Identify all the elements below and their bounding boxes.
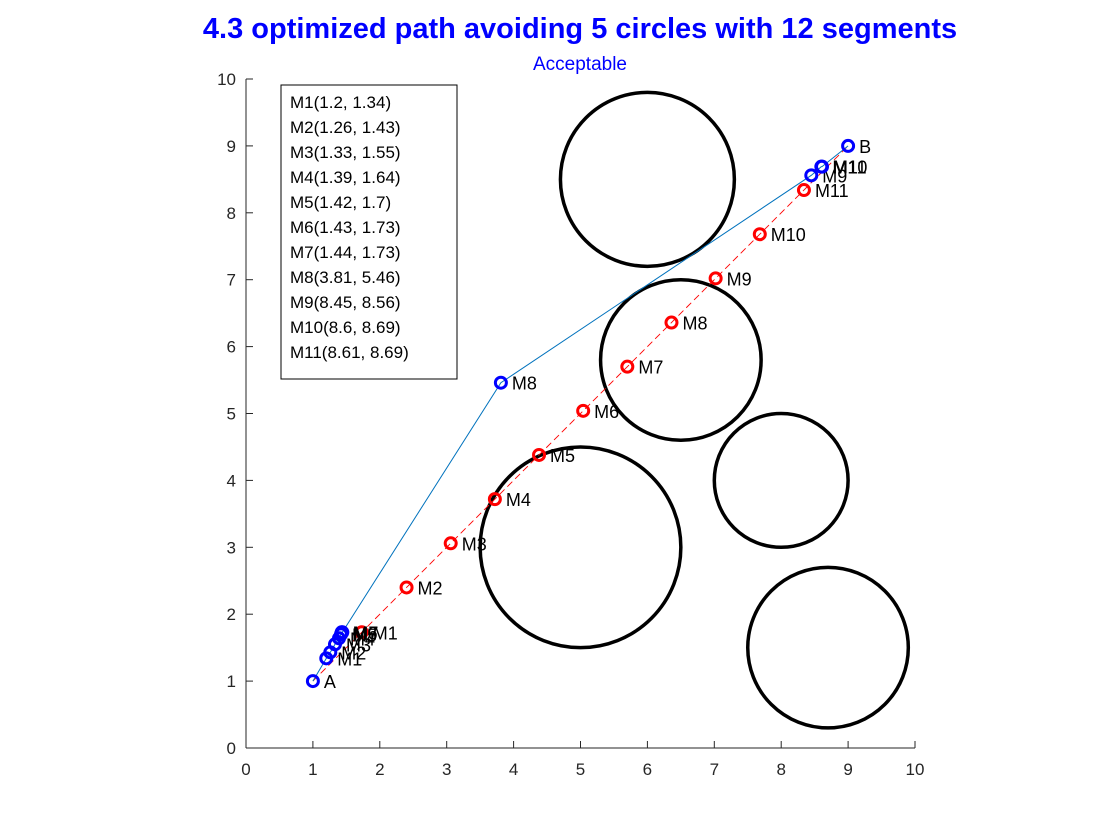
optimized-point-label: M9 [822,166,847,186]
initial-path-point [796,183,811,198]
initial-point-label: M6 [594,402,619,422]
y-tick-label: 0 [227,739,236,758]
optimized-path-point [305,674,320,689]
x-tick-label: 10 [906,760,925,779]
legend-entry: M4(1.39, 1.64) [290,168,401,187]
x-tick-label: 3 [442,760,451,779]
x-tick-label: 0 [241,760,250,779]
y-tick-label: 1 [227,672,236,691]
x-tick-label: 4 [509,760,518,779]
legend-entry: M9(8.45, 8.56) [290,293,401,312]
optimized-point-label: M1 [337,649,362,669]
legend-entry: M6(1.43, 1.73) [290,218,401,237]
optimized-point-label: M4 [350,629,375,649]
initial-point-label: M3 [462,534,487,554]
initial-path-point [443,536,458,551]
optimized-point-label: A [324,672,336,692]
optimized-path-point [804,168,819,183]
obstacle-circle [712,411,850,550]
optimized-path-point [493,375,508,390]
legend-entry: M1(1.2, 1.34) [290,93,391,112]
optimized-point-label: B [859,137,871,157]
y-tick-label: 2 [227,605,236,624]
initial-path-line [312,145,849,682]
y-tick-label: 7 [227,271,236,290]
x-tick-label: 2 [375,760,384,779]
initial-path-point [399,580,414,595]
initial-path-point [708,271,723,286]
initial-path-point [532,447,547,462]
optimized-point-label: M5 [352,625,377,645]
optimized-point-label: M6 [353,623,378,643]
chart-title: 4.3 optimized path avoiding 5 circles wi… [203,13,957,45]
legend-entry: M3(1.33, 1.55) [290,143,401,162]
obstacle-circle [558,90,737,269]
x-tick-label: 9 [843,760,852,779]
initial-point-label: M9 [727,269,752,289]
x-tick-label: 5 [576,760,585,779]
y-tick-label: 8 [227,204,236,223]
legend-entry: M2(1.26, 1.43) [290,118,401,137]
initial-point-label: M7 [638,358,663,378]
optimized-path-point [815,159,830,174]
optimized-point-label: M11 [833,158,867,178]
initial-path-point [752,227,767,242]
optimized-point-label: M2 [341,643,366,663]
legend-entry: M5(1.42, 1.7) [290,193,391,212]
initial-point-label: M4 [506,490,531,510]
legend-entry: M8(3.81, 5.46) [290,268,401,287]
y-tick-label: 6 [227,338,236,357]
y-tick-label: 9 [227,137,236,156]
obstacle-circle [598,277,763,443]
y-tick-label: 10 [217,70,236,89]
legend-box [280,84,458,380]
optimized-point-label: M8 [512,374,537,394]
y-tick-label: 4 [227,471,236,490]
optimized-point-label: M7 [353,623,378,643]
initial-path-point [576,403,591,418]
initial-point-label: M5 [550,446,575,466]
x-tick-label: 7 [710,760,719,779]
y-tick-label: 5 [227,405,236,424]
initial-path-point [354,625,369,640]
plot-area: 0 1 2 3 4 5 6 7 8 9 10012345678910M1M2M3M4M5M6M7M8… [217,70,924,779]
y-tick-label: 3 [227,538,236,557]
x-tick-label: 6 [643,760,652,779]
x-tick-label: 8 [776,760,785,779]
legend-entry: M7(1.44, 1.73) [290,243,401,262]
initial-point-label: M10 [771,225,806,245]
initial-point-label: M8 [682,314,707,334]
initial-path-point [487,492,502,507]
x-tick-label: 1 [308,760,317,779]
legend-entry: M11(8.61, 8.69) [290,343,409,362]
optimized-path-point [841,138,856,153]
initial-point-label: M2 [418,578,443,598]
legend-entry: M10(8.6, 8.69) [290,318,401,337]
optimized-point-label: M3 [346,635,371,655]
initial-point-label: M11 [815,181,849,201]
obstacle-circle [746,565,911,730]
initial-path-point [620,359,635,374]
chart-subtitle: Acceptable [533,54,627,75]
optimized-path-point [335,625,350,640]
initial-point-label: M1 [373,623,398,643]
obstacle-circle [478,445,683,650]
optimized-point-label: M10 [832,158,867,178]
initial-path-point [664,315,679,330]
